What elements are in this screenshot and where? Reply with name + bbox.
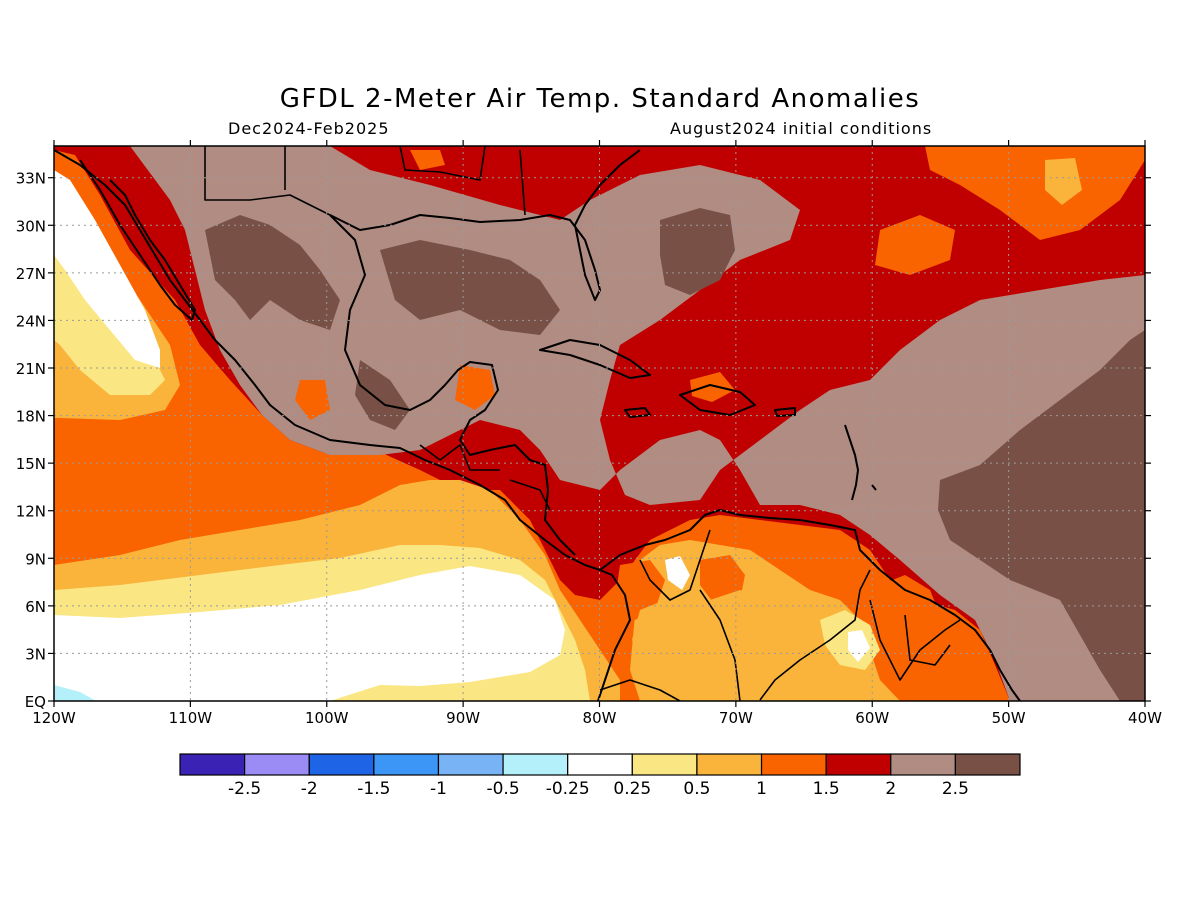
colorbar-label: 0.25 xyxy=(613,779,651,799)
colorbar-swatch xyxy=(696,753,763,776)
baja-coastline xyxy=(79,159,196,321)
colorbar-swatch xyxy=(179,753,246,776)
colorbar-swatch xyxy=(890,753,956,776)
lon-label: 110W xyxy=(169,709,213,727)
anomaly-region-brown xyxy=(130,146,1145,701)
lesser-antilles xyxy=(844,424,877,501)
colorbar-label: -0.5 xyxy=(486,779,519,799)
colorbar-swatch xyxy=(825,753,892,776)
lon-label: 100W xyxy=(305,709,349,727)
colorbar-label: -1 xyxy=(430,779,447,799)
lat-label: 33N xyxy=(16,170,46,188)
lat-label: 30N xyxy=(16,217,46,235)
lat-label: 24N xyxy=(16,312,46,330)
axis-ticks xyxy=(48,140,1151,707)
country-borders xyxy=(204,146,961,701)
anomaly-region-darkbrown xyxy=(205,208,1145,701)
lat-label: 12N xyxy=(16,503,46,521)
lat-label: 3N xyxy=(25,645,46,663)
anomaly-region-near-zero xyxy=(54,170,870,701)
colorbar-label: 0.5 xyxy=(683,779,710,799)
colorbar-label: 2 xyxy=(885,779,896,799)
longitude-labels: 120W 110W 100W 90W 80W 70W 60W 50W 40W xyxy=(32,709,1162,727)
lon-label: 120W xyxy=(32,709,76,727)
colorbar-label: 2.5 xyxy=(942,779,969,799)
colorbar-swatch xyxy=(567,753,633,776)
lon-label: 80W xyxy=(583,709,617,727)
lat-label: 27N xyxy=(16,265,46,283)
colorbar-label: -2.5 xyxy=(228,779,261,799)
jamaica-outline xyxy=(624,407,651,418)
coastlines xyxy=(54,146,1021,701)
colorbar-labels: -2.5 -2 -1.5 -1 -0.5 -0.25 0.25 0.5 1 1.5 2 2.5 xyxy=(228,779,969,799)
lat-label: 6N xyxy=(25,598,46,616)
grid-lines xyxy=(54,146,1145,701)
colorbar-swatch xyxy=(954,753,1021,776)
gulf-coastline xyxy=(329,214,576,556)
colorbar-swatch xyxy=(437,753,504,776)
lon-label: 90W xyxy=(446,709,480,727)
pacific-coastline xyxy=(54,149,631,701)
colorbar-swatch xyxy=(308,753,375,776)
colorbar-label: -1.5 xyxy=(357,779,390,799)
colorbar-swatch xyxy=(760,753,827,776)
colorbar-swatch xyxy=(631,753,698,776)
cuba-outline xyxy=(539,339,651,379)
south-america-coastline xyxy=(599,509,1021,701)
lat-label: 9N xyxy=(25,550,46,568)
colorbar-label: 1.5 xyxy=(813,779,840,799)
colorbar-label: -0.25 xyxy=(546,779,590,799)
colorbar xyxy=(179,753,1021,776)
colorbar-label: -2 xyxy=(301,779,318,799)
anomaly-region-pacific-yellow xyxy=(54,220,880,701)
puerto-rico-outline xyxy=(774,407,796,417)
colorbar-label: 1 xyxy=(756,779,767,799)
colorbar-swatch xyxy=(373,753,440,776)
lat-label: 21N xyxy=(16,360,46,378)
lat-label: 15N xyxy=(16,455,46,473)
lon-label: 40W xyxy=(1128,709,1162,727)
lon-label: 50W xyxy=(992,709,1026,727)
map-title: GFDL 2-Meter Air Temp. Standard Anomalie… xyxy=(279,84,921,114)
lat-label: 18N xyxy=(16,408,46,426)
us-coastline xyxy=(329,149,641,301)
lat-label: EQ xyxy=(25,693,46,711)
hispaniola-outline xyxy=(679,384,756,416)
lon-label: 70W xyxy=(719,709,753,727)
colorbar-swatch xyxy=(244,753,310,776)
forecast-period: Dec2024-Feb2025 xyxy=(228,119,390,138)
lon-label: 60W xyxy=(855,709,889,727)
initial-conditions: August2024 initial conditions xyxy=(670,119,933,138)
anomaly-region-yellow-spots xyxy=(632,158,1082,680)
anomaly-region-negative xyxy=(54,685,96,701)
colorbar-swatch xyxy=(502,753,569,776)
latitude-labels: 33N 30N 27N 24N 21N 18N 15N 12N 9N 6N 3N EQ xyxy=(16,170,46,711)
